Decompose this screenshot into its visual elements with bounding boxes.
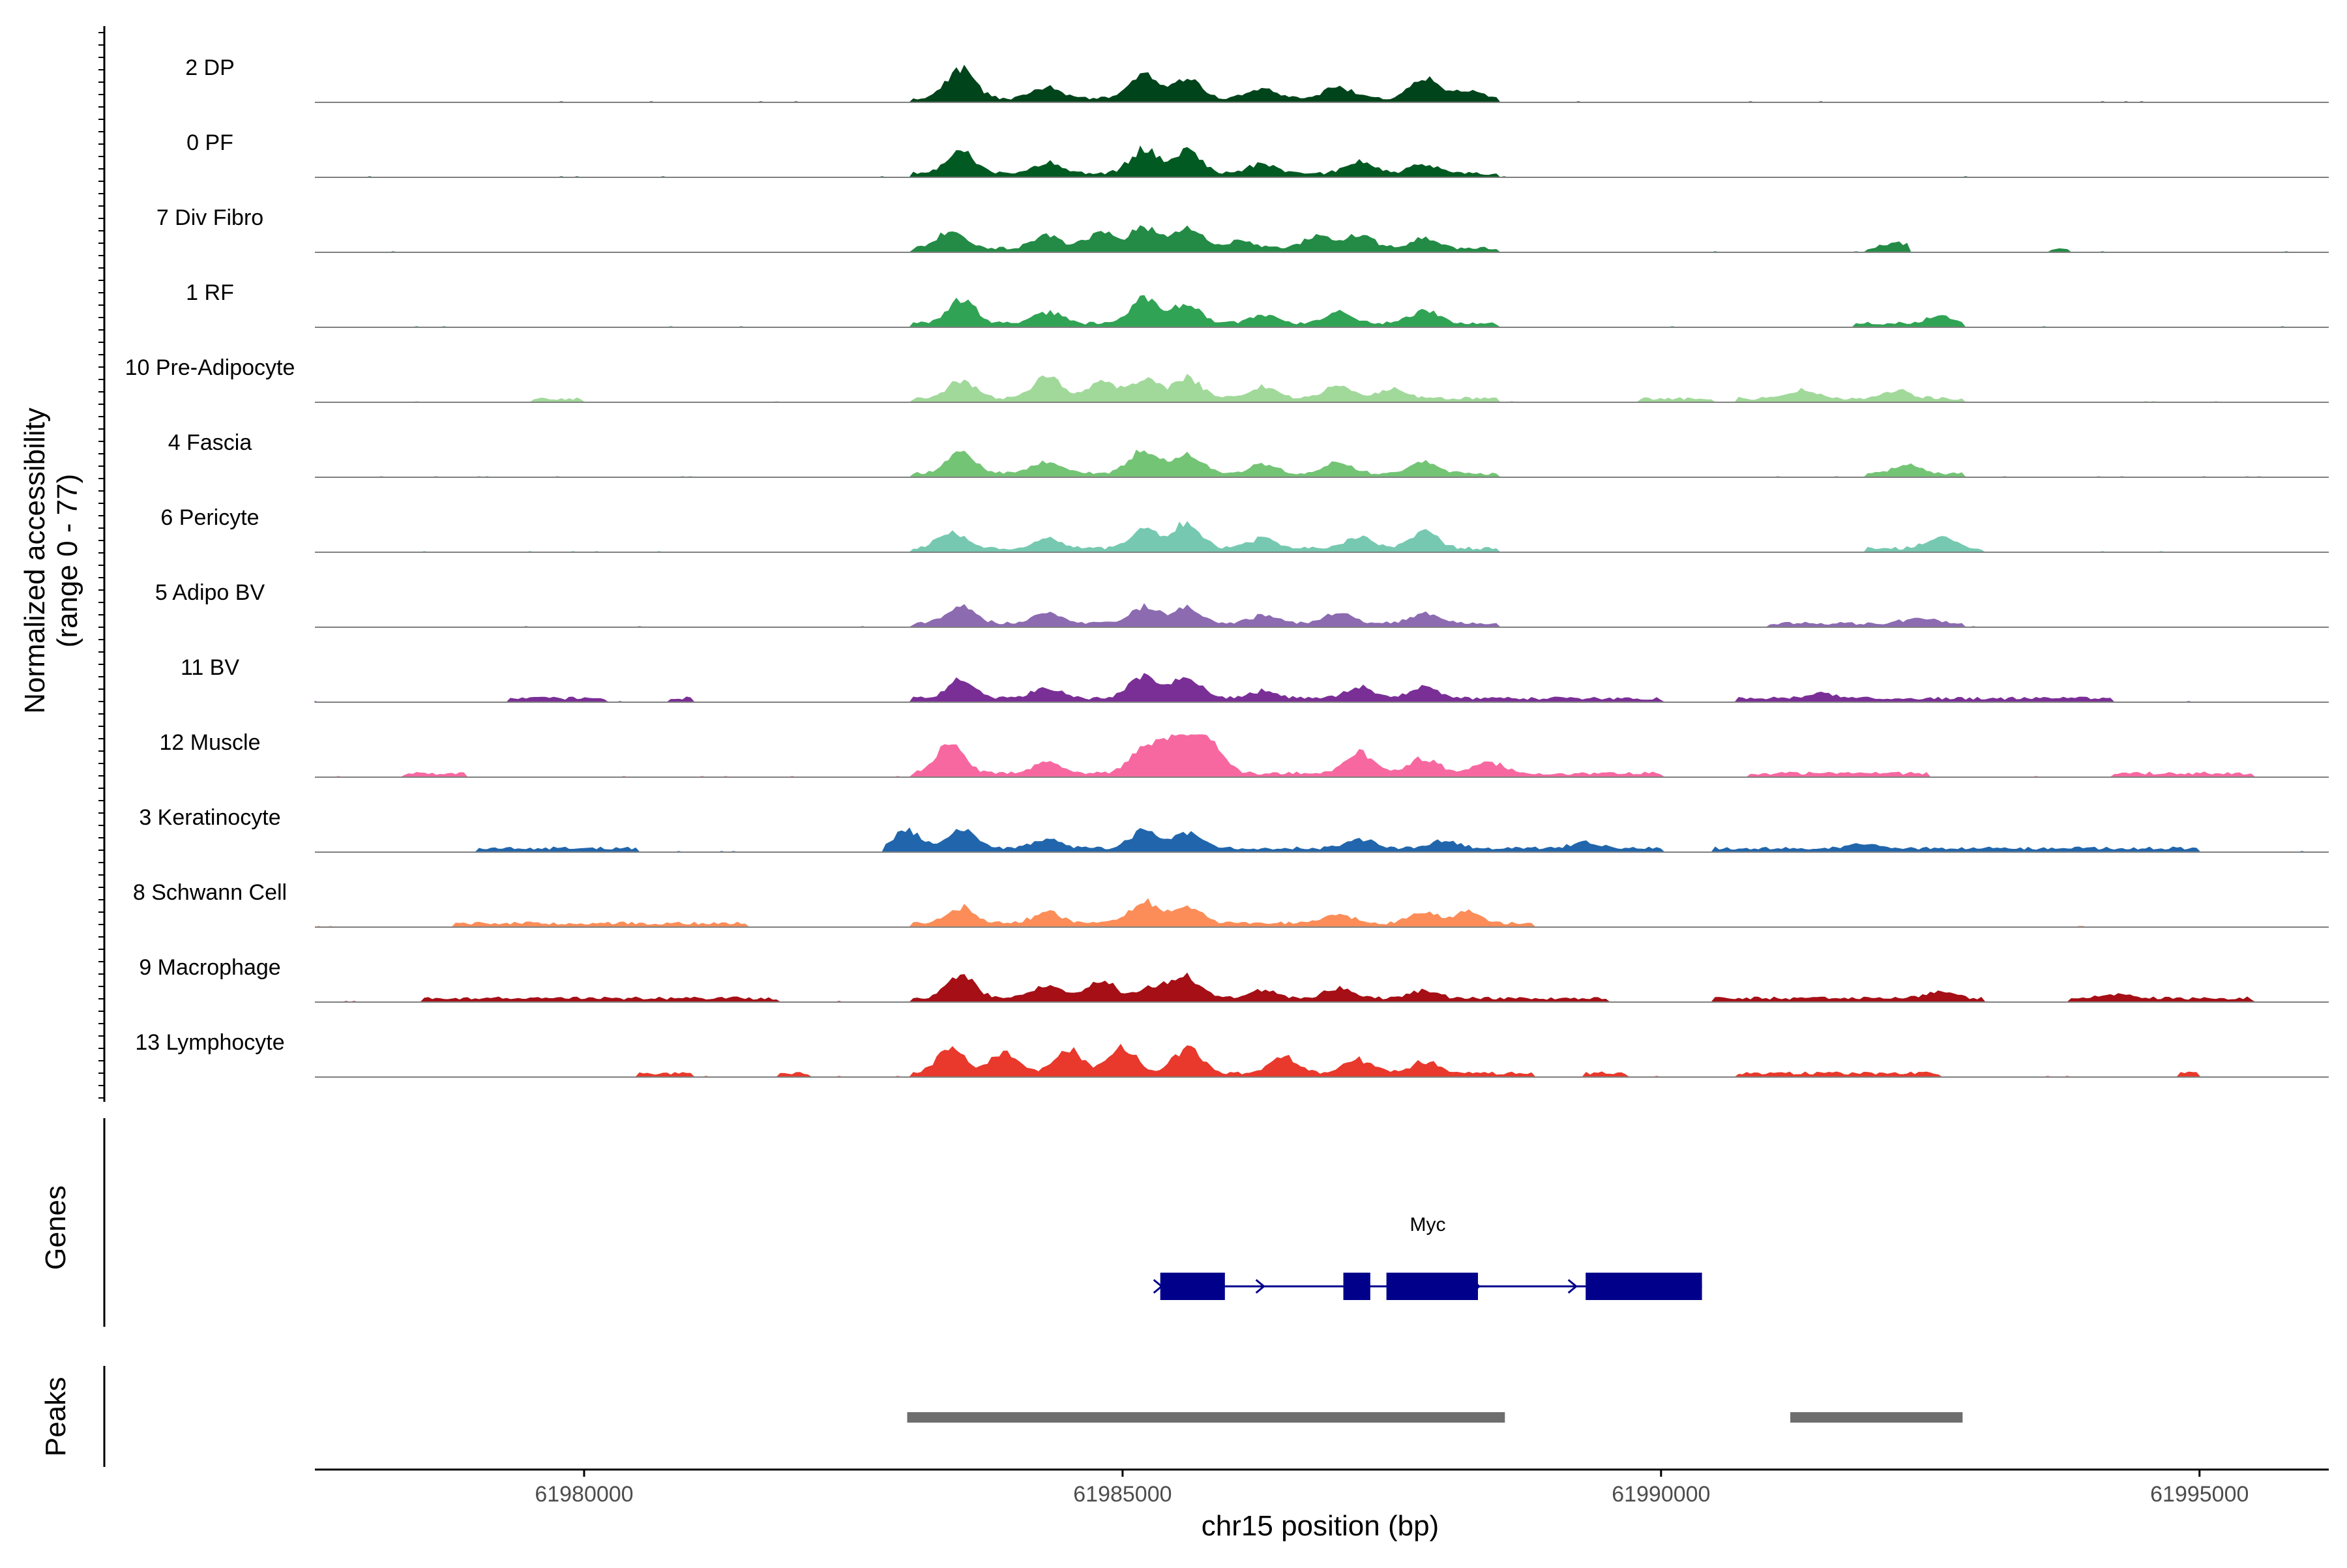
gene-exon — [1343, 1273, 1370, 1300]
strand-arrow — [1255, 1279, 1265, 1294]
gene-exon — [1160, 1273, 1225, 1300]
track-label: 7 Div Fibro — [156, 205, 263, 230]
x-tick-label: 61985000 — [1073, 1482, 1172, 1507]
coverage-area — [315, 521, 2329, 553]
track-label: 13 Lymphocyte — [135, 1030, 284, 1055]
coverage-area — [315, 734, 2329, 778]
x-tick-label: 61990000 — [1612, 1482, 1710, 1507]
x-axis-title: chr15 position (bp) — [1202, 1510, 1439, 1542]
coverage-area — [315, 225, 2329, 253]
track-label: 1 RF — [186, 280, 234, 305]
track-label: 11 BV — [181, 655, 239, 680]
genes-track-title: Genes — [40, 1185, 72, 1270]
coverage-area — [315, 145, 2329, 178]
track-label: 3 Keratinocyte — [139, 805, 280, 830]
coverage-area — [315, 603, 2329, 628]
coverage-area — [314, 898, 2329, 928]
track-label: 4 Fascia — [168, 430, 252, 455]
coverage-area — [315, 65, 2329, 103]
coverage-area — [315, 1043, 2329, 1078]
genes-track-title-group: Genes — [40, 1185, 72, 1270]
track-label: 12 Muscle — [160, 730, 261, 755]
coverage-area — [315, 295, 2329, 328]
y-axis-title-group: Normalized accessibility (range 0 - 77) — [19, 407, 83, 713]
track-label: 9 Macrophage — [139, 955, 280, 980]
coverage-area — [315, 374, 2329, 403]
coverage-area — [314, 673, 2329, 703]
track-label: 6 Pericyte — [160, 505, 259, 530]
peaks-track-title: Peaks — [40, 1377, 72, 1457]
track-label: 10 Pre-Adipocyte — [125, 355, 295, 380]
track-label: 5 Adipo BV — [155, 580, 265, 605]
y-axis-range-label: (range 0 - 77) — [52, 474, 83, 648]
x-tick-label: 61995000 — [2150, 1482, 2249, 1507]
coverage-area — [315, 827, 2329, 853]
coverage-area — [315, 449, 2329, 478]
strand-arrow — [1567, 1279, 1578, 1294]
track-label: 0 PF — [186, 130, 233, 155]
peaks-track-title-group: Peaks — [40, 1377, 72, 1457]
gene-label: Myc — [1410, 1214, 1446, 1235]
coverage-area — [315, 972, 2329, 1003]
peak-region — [907, 1412, 1505, 1423]
track-label: 2 DP — [185, 55, 235, 80]
chart-marks: 2 DP 0 PF 7 Div Fibro 1 RF 10 Pre-Adipocyte 4… — [98, 26, 2329, 1507]
track-label: 8 Schwann Cell — [133, 880, 287, 905]
gene-exon — [1386, 1273, 1479, 1300]
gene-exon — [1586, 1273, 1702, 1300]
y-axis-title: Normalized accessibility — [19, 407, 51, 713]
x-tick-label: 61980000 — [535, 1482, 633, 1507]
peak-region — [1790, 1412, 1963, 1423]
